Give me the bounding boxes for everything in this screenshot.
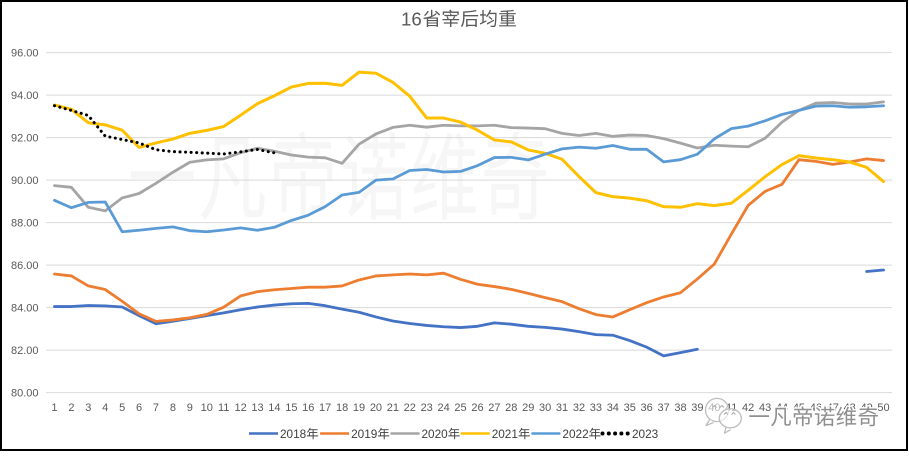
svg-text:82.00: 82.00 xyxy=(11,345,39,357)
svg-text:10: 10 xyxy=(201,402,213,414)
svg-text:94.00: 94.00 xyxy=(11,90,39,102)
svg-text:6: 6 xyxy=(136,402,142,414)
svg-text:21: 21 xyxy=(387,402,399,414)
svg-text:25: 25 xyxy=(454,402,466,414)
svg-text:2022: 2022 xyxy=(562,427,588,441)
svg-text:36: 36 xyxy=(641,402,653,414)
svg-text:16: 16 xyxy=(401,9,422,30)
svg-text:90.00: 90.00 xyxy=(11,175,39,187)
svg-text:34: 34 xyxy=(607,402,619,414)
svg-text:26: 26 xyxy=(471,402,483,414)
svg-text:23: 23 xyxy=(421,402,433,414)
svg-text:13: 13 xyxy=(251,402,263,414)
svg-text:31: 31 xyxy=(556,402,568,414)
svg-text:4: 4 xyxy=(102,402,108,414)
svg-text:2: 2 xyxy=(68,402,74,414)
svg-text:32: 32 xyxy=(573,402,585,414)
svg-text:2018: 2018 xyxy=(280,427,307,441)
svg-text:15: 15 xyxy=(285,402,297,414)
svg-text:29: 29 xyxy=(522,402,534,414)
svg-text:8: 8 xyxy=(170,402,176,414)
svg-text:1: 1 xyxy=(51,402,57,414)
svg-text:88.00: 88.00 xyxy=(11,218,39,230)
svg-text:50: 50 xyxy=(877,402,889,414)
svg-text:9: 9 xyxy=(187,402,193,414)
svg-text:22: 22 xyxy=(404,402,416,414)
svg-text:14: 14 xyxy=(268,402,280,414)
svg-text:43: 43 xyxy=(759,402,771,414)
svg-text:11: 11 xyxy=(218,402,229,414)
svg-text:3: 3 xyxy=(85,402,91,414)
svg-text:33: 33 xyxy=(590,402,602,414)
svg-text:30: 30 xyxy=(539,402,551,414)
svg-text:84.00: 84.00 xyxy=(11,303,39,315)
svg-text:16: 16 xyxy=(302,402,314,414)
svg-text:37: 37 xyxy=(657,402,669,414)
svg-text:2019: 2019 xyxy=(351,427,377,441)
svg-text:38: 38 xyxy=(674,402,686,414)
svg-text:42: 42 xyxy=(742,402,754,414)
svg-text:96.00: 96.00 xyxy=(11,48,39,60)
svg-text:20: 20 xyxy=(370,402,382,414)
svg-text:92.00: 92.00 xyxy=(11,133,39,145)
svg-text:86.00: 86.00 xyxy=(11,260,39,272)
svg-text:28: 28 xyxy=(505,402,517,414)
svg-text:24: 24 xyxy=(437,402,449,414)
svg-text:18: 18 xyxy=(336,402,348,414)
svg-text:35: 35 xyxy=(624,402,636,414)
svg-text:5: 5 xyxy=(119,402,125,414)
svg-text:27: 27 xyxy=(488,402,500,414)
svg-text:7: 7 xyxy=(153,402,159,414)
svg-text:19: 19 xyxy=(353,402,365,414)
svg-text:2023: 2023 xyxy=(632,427,659,441)
svg-text:17: 17 xyxy=(319,402,331,414)
svg-text:12: 12 xyxy=(234,402,246,414)
svg-text:2020: 2020 xyxy=(422,427,449,441)
svg-text:39: 39 xyxy=(691,402,703,414)
svg-text:80.00: 80.00 xyxy=(11,388,39,400)
svg-text:2021: 2021 xyxy=(492,427,518,441)
